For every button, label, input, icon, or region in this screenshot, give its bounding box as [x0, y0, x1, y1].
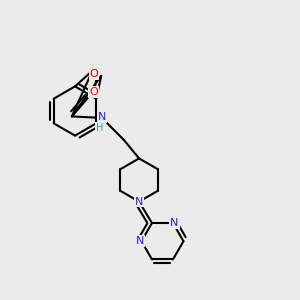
Text: N: N	[136, 236, 144, 246]
Text: N: N	[135, 196, 143, 207]
Text: H: H	[96, 122, 103, 133]
Text: O: O	[89, 87, 98, 97]
Text: N: N	[170, 218, 179, 228]
Text: N: N	[98, 112, 106, 122]
Text: O: O	[89, 69, 98, 79]
